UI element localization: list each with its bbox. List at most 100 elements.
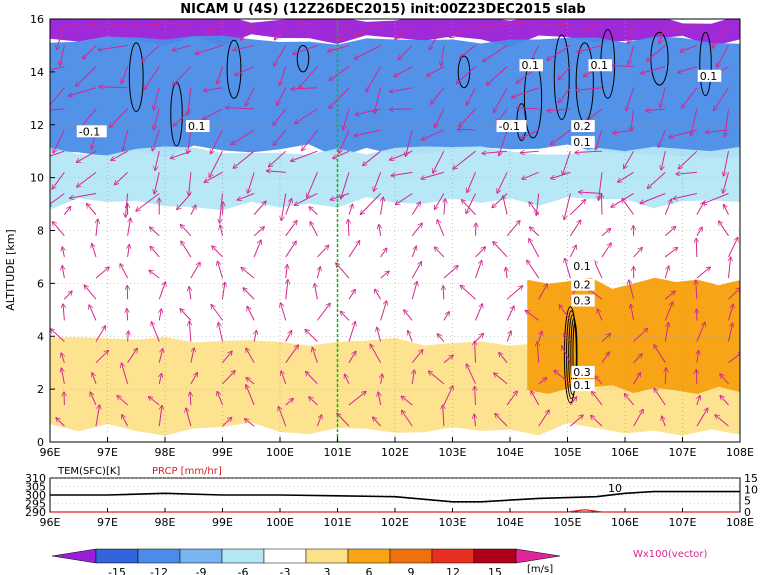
wind-vector — [551, 171, 571, 178]
wind-vector — [660, 87, 666, 108]
wind-vector — [60, 45, 65, 65]
svg-text:0.1: 0.1 — [700, 70, 718, 83]
wind-vector — [285, 241, 296, 258]
wind-vector — [378, 392, 381, 406]
wind-vector — [246, 348, 255, 363]
contour-label: 0.2 — [571, 120, 595, 133]
bottom-left-tick: 290 — [25, 506, 46, 519]
wind-vector — [678, 66, 698, 73]
wind-vector — [443, 355, 453, 364]
y-tick-label: 12 — [30, 119, 44, 132]
wind-vector — [717, 45, 729, 67]
wind-vector — [243, 288, 255, 300]
wind-vector — [206, 23, 223, 32]
wind-vector — [210, 129, 223, 154]
wind-vector — [306, 372, 318, 385]
wind-vector — [696, 267, 710, 279]
wind-vector — [53, 129, 65, 153]
wind-vector — [90, 392, 97, 406]
wind-vector — [52, 172, 65, 189]
wind-vector — [715, 415, 729, 427]
wind-vector — [136, 193, 160, 211]
wind-vector — [279, 66, 287, 86]
wind-vector — [211, 304, 223, 321]
bottom-x-tick-label: 99E — [212, 516, 233, 529]
wind-vector — [354, 23, 381, 36]
y-tick-label: 10 — [30, 172, 44, 185]
wind-vector — [475, 386, 476, 406]
bottom-x-tick-label: 103E — [439, 516, 467, 529]
wind-vector — [233, 44, 255, 50]
contour-label: 0.3 — [571, 365, 595, 379]
wind-vector — [363, 150, 381, 165]
wind-vector — [664, 323, 668, 342]
wind-vector — [531, 391, 540, 406]
wind-vector — [725, 108, 729, 137]
bottom-x-tick-label: 107E — [669, 516, 697, 529]
wind-vector — [601, 229, 611, 237]
wind-vector — [547, 109, 571, 111]
wind-vector — [190, 205, 196, 215]
wind-vector — [563, 334, 571, 342]
wind-vector — [391, 171, 413, 175]
wind-vector — [443, 312, 449, 321]
wind-vector — [50, 87, 65, 111]
wind-vector — [95, 405, 100, 427]
wind-vector — [390, 87, 413, 92]
colorbar-bin — [137, 548, 181, 564]
wind-vector — [173, 66, 192, 86]
wind-vector — [584, 23, 603, 30]
wind-vector — [538, 284, 548, 300]
x-tick-label: 99E — [212, 446, 233, 459]
wind-vector — [302, 129, 318, 151]
wind-vector — [729, 257, 731, 279]
wind-vector — [70, 192, 97, 198]
wind-vector — [291, 150, 318, 161]
wind-vector — [696, 322, 705, 342]
contour-label: 0.2 — [571, 278, 595, 292]
wind-vector — [50, 108, 65, 111]
svg-text:0.1: 0.1 — [573, 260, 591, 273]
wind-vector — [127, 309, 128, 321]
wind-vector — [411, 262, 421, 279]
wind-vector — [486, 66, 508, 85]
wind-vector — [536, 193, 538, 215]
wind-vector — [277, 87, 287, 106]
wind-vector — [624, 394, 635, 406]
wind-vector — [125, 193, 127, 217]
wind-vector — [286, 265, 288, 279]
wind-vector — [537, 342, 539, 363]
wind-vector — [647, 171, 666, 188]
wind-vector — [719, 221, 729, 237]
wind-vector — [348, 391, 366, 406]
wind-vector — [475, 333, 484, 342]
wind-vector — [89, 305, 97, 321]
wind-vector — [246, 378, 255, 385]
wind-vector — [237, 193, 255, 200]
wind-vector — [281, 371, 287, 385]
wind-vector — [585, 108, 603, 122]
wind-vector — [52, 221, 65, 237]
wind-vector — [273, 129, 287, 145]
wind-vector — [95, 326, 106, 342]
wind-vector — [153, 108, 160, 130]
colorbar-unit: [m/s] — [527, 564, 553, 575]
wind-vector — [570, 200, 585, 215]
wind-vector — [339, 24, 350, 41]
wind-vector — [377, 327, 382, 342]
wind-vector — [295, 108, 318, 124]
y-tick-label: 4 — [37, 330, 44, 343]
wind-vector — [153, 87, 160, 110]
wind-vector — [142, 45, 160, 62]
wind-vector — [95, 267, 109, 279]
series-line-0 — [50, 490, 740, 503]
wind-vector — [62, 247, 64, 258]
wind-vector — [522, 171, 539, 179]
wind-vector — [559, 87, 571, 103]
wind-vector — [217, 66, 223, 84]
colorbar-tick: -3 — [280, 566, 291, 575]
wind-vector — [612, 65, 634, 66]
wind-vector — [460, 45, 476, 57]
wind-vector — [569, 220, 580, 237]
